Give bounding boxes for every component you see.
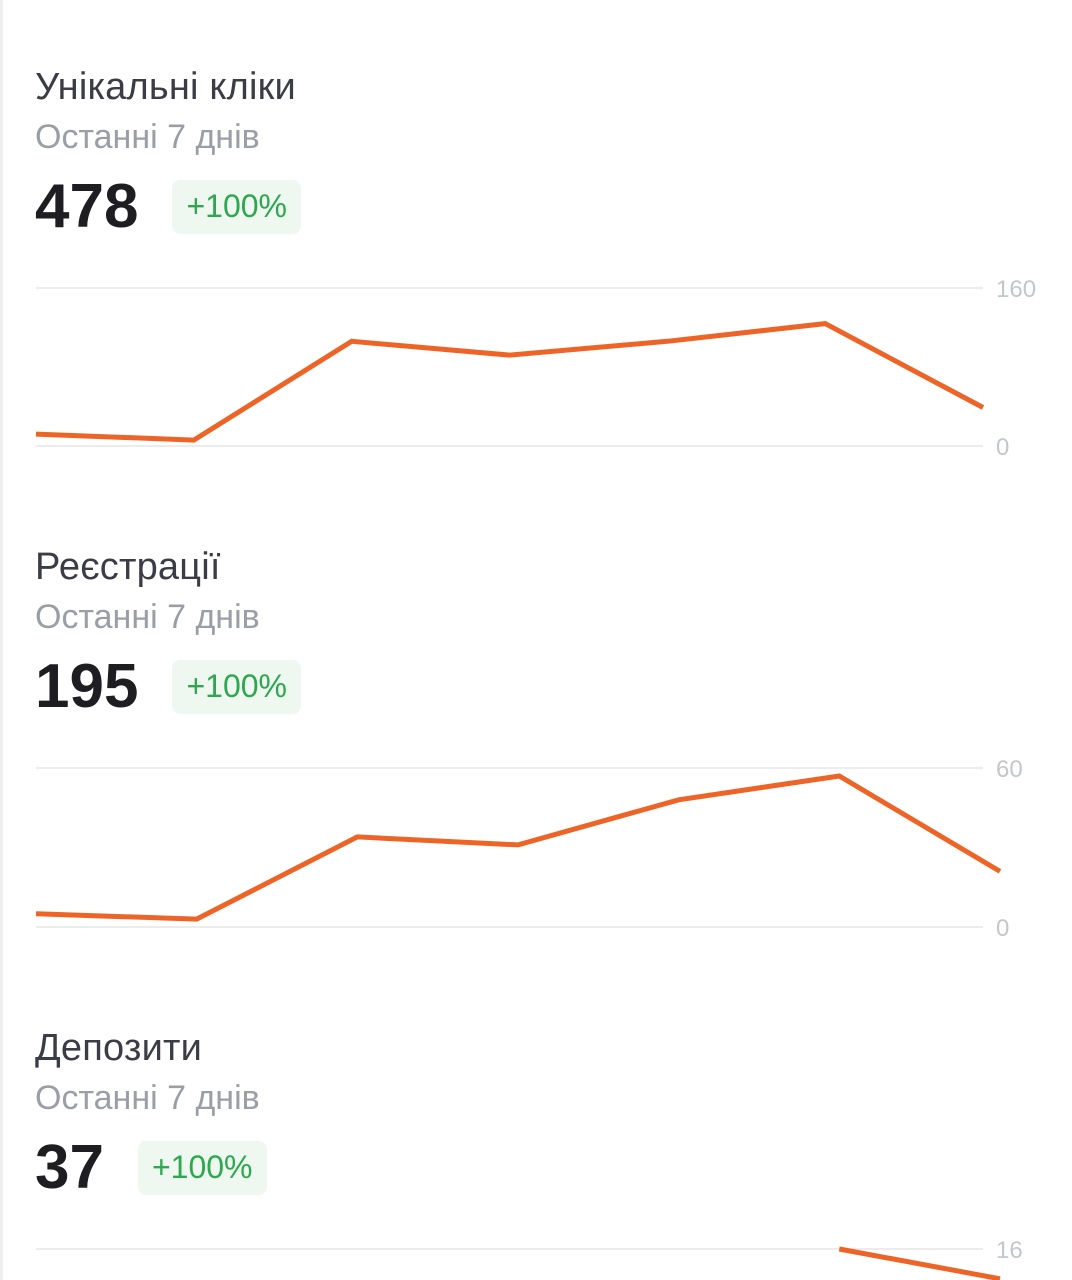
line-chart: 60 0 — [35, 756, 1023, 942]
line-chart: 16 — [36, 1237, 1023, 1280]
y-tick-label: 16 — [996, 1237, 1023, 1264]
y-tick-label: 160 — [996, 276, 1036, 303]
metric-value: 478 — [35, 172, 139, 241]
metric-row: 37 +100% — [35, 1137, 267, 1199]
metric-value: 37 — [35, 1133, 104, 1202]
metric-card-deposits: Депозити Останні 7 днів 37 +100% 16 — [3, 1027, 1072, 1280]
y-tick-label: 0 — [996, 915, 1009, 942]
card-period: Останні 7 днів — [35, 598, 260, 636]
card-period: Останні 7 днів — [35, 118, 260, 156]
metric-card-unique-clicks: Унікальні кліки Останні 7 днів 478 +100%… — [3, 66, 1072, 486]
metric-row: 195 +100% — [35, 656, 301, 718]
card-period: Останні 7 днів — [35, 1079, 260, 1117]
metric-card-registrations: Реєстрації Останні 7 днів 195 +100% 60 0 — [3, 546, 1072, 966]
change-badge: +100% — [172, 660, 301, 714]
series-line — [35, 773, 1002, 922]
change-badge: +100% — [172, 180, 301, 234]
change-badge: +100% — [137, 1141, 267, 1195]
card-title: Реєстрації — [35, 546, 221, 588]
card-title: Унікальні кліки — [35, 66, 296, 108]
metric-value: 195 — [35, 652, 139, 721]
series-line — [838, 1246, 1001, 1280]
card-title: Депозити — [35, 1027, 203, 1069]
series-line — [35, 321, 985, 443]
metric-row: 478 +100% — [35, 176, 301, 238]
y-tick-label: 0 — [996, 434, 1009, 461]
y-tick-label: 60 — [996, 756, 1023, 783]
